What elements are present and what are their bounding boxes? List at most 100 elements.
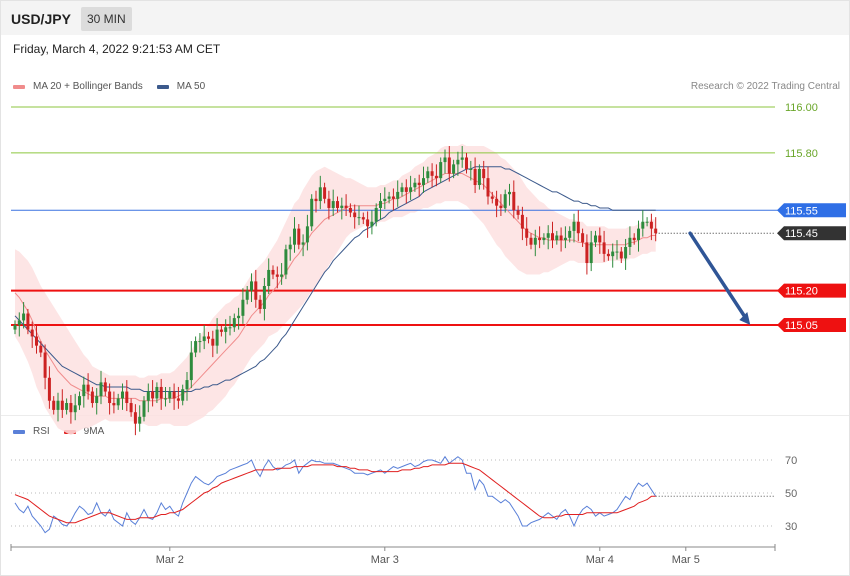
level-label-115-20-tag xyxy=(777,283,846,298)
legend-swatch-rsi xyxy=(13,429,25,434)
candle-body xyxy=(181,389,185,401)
candle-body xyxy=(426,171,430,179)
candle-body xyxy=(559,235,563,241)
rsi-9ma-line xyxy=(14,462,656,524)
forecast-arrow-head xyxy=(739,312,751,325)
level-label-115-55: 115.55 xyxy=(785,205,818,217)
candle-body xyxy=(434,175,438,179)
candle-body xyxy=(194,341,198,353)
price-legend: MA 20 + Bollinger Bands MA 50 xyxy=(13,81,219,92)
timeframe-badge[interactable]: 30 MIN xyxy=(81,7,132,31)
candle-body xyxy=(348,207,352,213)
candle-body xyxy=(520,214,524,229)
candle-body xyxy=(202,336,206,342)
candle-body xyxy=(142,400,146,417)
candle-body xyxy=(129,403,133,413)
candle-body xyxy=(146,391,150,401)
candle-body xyxy=(43,352,47,378)
candle-body xyxy=(516,210,520,215)
candle-body xyxy=(293,228,296,245)
candle-body xyxy=(323,187,327,199)
rsi-tick-label-50: 50 xyxy=(785,488,797,500)
candle-body xyxy=(318,187,322,202)
legend-label-ma50: MA 50 xyxy=(176,81,206,92)
candle-body xyxy=(314,198,318,202)
candle-body xyxy=(413,182,417,188)
candle-body xyxy=(267,269,271,286)
candle-body xyxy=(103,382,107,392)
forecast-arrow-shaft xyxy=(688,231,749,321)
candle-body xyxy=(60,400,64,410)
candle-body xyxy=(447,157,451,174)
candle-body xyxy=(409,187,413,192)
level-label-116-00: 116.00 xyxy=(785,102,818,114)
candle-body xyxy=(585,242,589,264)
legend-item-rsi: RSI xyxy=(13,426,50,437)
level-label-115-45: 115.45 xyxy=(785,228,818,240)
candle-body xyxy=(439,162,443,179)
candle-body xyxy=(379,201,382,208)
candle-body xyxy=(637,228,640,241)
symbol-title: USD/JPY xyxy=(11,11,71,27)
candle-body xyxy=(232,318,236,328)
candle-body xyxy=(456,159,460,165)
candle-body xyxy=(305,226,309,243)
candle-body xyxy=(508,191,511,195)
candle-body xyxy=(39,345,43,353)
candle-body xyxy=(90,391,94,404)
candle-body xyxy=(125,391,129,404)
legend-item-ma20: MA 20 + Bollinger Bands xyxy=(13,81,143,92)
legend-label-ma20: MA 20 + Bollinger Bands xyxy=(33,81,143,92)
candle-body xyxy=(121,391,124,399)
candle-body xyxy=(649,221,653,229)
candle-body xyxy=(529,237,533,245)
candle-body xyxy=(207,336,210,339)
candle-body xyxy=(551,233,554,241)
candles-group xyxy=(13,146,658,436)
candle-body xyxy=(542,237,546,241)
candle-body xyxy=(219,329,223,332)
candle-body xyxy=(469,168,473,170)
candle-body xyxy=(572,221,576,231)
candle-body xyxy=(422,178,425,186)
candle-body xyxy=(486,178,490,197)
candle-body xyxy=(503,194,507,208)
candle-body xyxy=(95,396,99,404)
candle-body xyxy=(641,221,645,229)
level-label-115-80: 115.80 xyxy=(785,148,818,160)
candle-body xyxy=(370,221,374,227)
candle-body xyxy=(159,386,163,399)
legend-swatch-ma20 xyxy=(13,84,25,89)
candle-body xyxy=(17,320,21,325)
candle-body xyxy=(452,164,456,174)
candle-body xyxy=(275,274,279,277)
candle-body xyxy=(654,228,658,234)
ma50-line xyxy=(14,166,656,392)
candle-body xyxy=(538,237,542,241)
candle-body xyxy=(512,191,516,211)
level-label-115-45-tag xyxy=(777,226,846,241)
candle-body xyxy=(73,405,77,413)
candle-body xyxy=(628,237,632,247)
x-tick-label: Mar 5 xyxy=(672,554,700,566)
candle-body xyxy=(331,201,335,208)
candle-body xyxy=(35,336,38,346)
legend-item-ma50: MA 50 xyxy=(156,81,206,92)
candle-body xyxy=(598,235,602,243)
level-label-115-20: 115.20 xyxy=(785,286,818,298)
candle-body xyxy=(490,196,494,199)
x-tick-label: Mar 3 xyxy=(371,554,399,566)
candle-body xyxy=(546,233,550,238)
candle-body xyxy=(555,235,559,241)
candle-body xyxy=(271,269,275,275)
candle-body xyxy=(581,233,585,243)
candle-body xyxy=(460,157,464,160)
candle-body xyxy=(164,398,167,400)
candle-body xyxy=(215,329,219,346)
candle-body xyxy=(606,253,610,257)
candle-body xyxy=(563,237,567,241)
candle-body xyxy=(602,242,606,254)
rsi-tick-label-30: 30 xyxy=(785,521,797,533)
candle-body xyxy=(185,380,189,390)
candle-body xyxy=(189,352,193,381)
